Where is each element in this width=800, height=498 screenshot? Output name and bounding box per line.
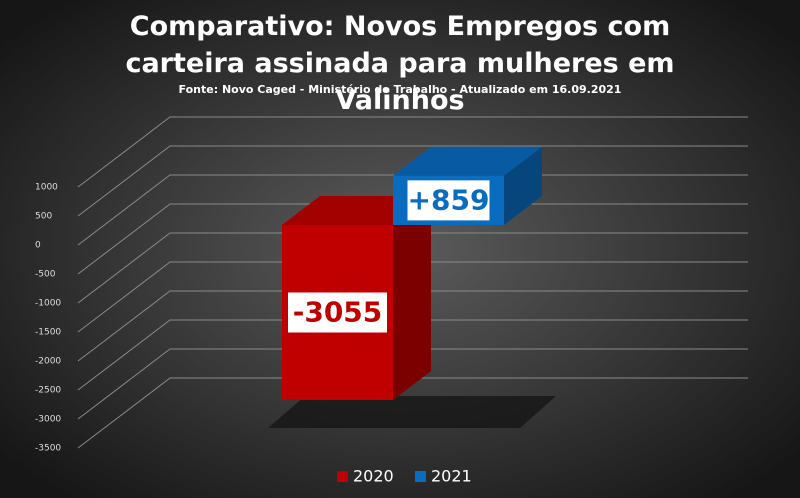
- legend-label: 2021: [431, 467, 472, 486]
- y-tick-label: 0: [35, 241, 41, 251]
- value-label-box: [288, 292, 387, 333]
- grid-line: [77, 261, 748, 333]
- y-tick-label: -2500: [35, 386, 61, 396]
- y-tick-label: -1000: [35, 299, 61, 309]
- y-tick-label: -1500: [35, 328, 61, 338]
- grid-line: [77, 232, 748, 304]
- grid-line: [77, 348, 748, 420]
- bar-side-shade: [504, 146, 542, 225]
- y-tick-label: -3000: [35, 415, 61, 425]
- legend-label: 2020: [353, 467, 394, 486]
- grid-line: [77, 203, 748, 275]
- value-label: -3055: [293, 295, 383, 328]
- grid-line: [77, 377, 748, 449]
- bar-side-shade: [393, 195, 431, 401]
- grid-line: [77, 174, 748, 246]
- value-label-box: [407, 180, 490, 221]
- chart-subtitle: Fonte: Novo Caged - Ministério do Trabal…: [178, 83, 622, 96]
- y-tick-label: -3500: [35, 444, 61, 454]
- bar-top-shade: [393, 146, 542, 176]
- bar-side: [393, 195, 431, 401]
- y-tick-label: -500: [35, 270, 56, 280]
- y-tick-label: 500: [35, 212, 52, 222]
- grid-line: [77, 319, 748, 391]
- bar-shadow: [268, 396, 556, 428]
- grid-line: [77, 290, 748, 362]
- bar-top: [393, 146, 542, 176]
- grid-line: [77, 145, 748, 217]
- y-tick-label: 1000: [35, 183, 58, 193]
- chart-title: Comparativo: Novos Empregos com carteira…: [125, 11, 675, 116]
- legend-swatch: [415, 471, 426, 482]
- y-tick-label: -2000: [35, 357, 61, 367]
- grid-line: [77, 116, 748, 188]
- legend-swatch: [337, 471, 348, 482]
- value-label: +859: [408, 183, 490, 216]
- bar-side: [504, 146, 542, 225]
